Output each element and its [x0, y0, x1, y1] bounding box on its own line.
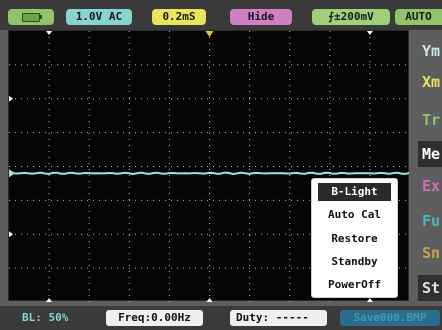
popup-item-standby[interactable]: Standby	[331, 255, 378, 268]
left-tick-marker	[9, 231, 13, 238]
bottom-bar: BL: 50% Freq:0.00Hz Duty: ----- Save000.…	[0, 306, 442, 330]
battery-icon	[8, 9, 54, 25]
top-tick-marker	[366, 31, 373, 35]
popup-item-restore[interactable]: Restore	[331, 232, 378, 245]
hide-button[interactable]: Hide	[230, 9, 292, 25]
duty-readout: Duty: -----	[230, 310, 327, 326]
top-tick-marker	[46, 31, 53, 35]
backlight-readout: BL: 50%	[22, 311, 69, 324]
channel-coupling-button[interactable]: 1.0V AC	[66, 9, 132, 25]
side-menu-item-st[interactable]: St	[418, 275, 442, 301]
trigger-position-marker	[205, 31, 214, 37]
trigger-button[interactable]: ⨍±200mV	[312, 9, 390, 25]
popup-item-poweroff[interactable]: PowerOff	[328, 278, 381, 291]
waveform-grid	[9, 31, 410, 302]
frequency-readout: Freq:0.00Hz	[106, 310, 203, 326]
waveform-trace	[9, 171, 410, 175]
side-menu-item-me[interactable]: Me	[418, 141, 442, 167]
settings-popup-menu: B-Light Auto Cal Restore Standby PowerOff	[311, 178, 398, 298]
mode-button[interactable]: AUTO	[395, 9, 442, 25]
timebase-button[interactable]: 0.2mS	[152, 9, 206, 25]
bottom-tick-marker	[46, 298, 53, 302]
side-menu-item-sn[interactable]: Sn	[422, 244, 441, 262]
bottom-tick-marker	[206, 298, 213, 302]
save-bmp-button[interactable]: Save000.BMP	[340, 310, 440, 326]
trigger-level: ±200mV	[333, 10, 374, 23]
popup-item-auto-cal[interactable]: Auto Cal	[328, 208, 381, 221]
left-tick-marker	[9, 95, 13, 102]
battery-body	[22, 13, 40, 22]
battery-tip	[40, 15, 42, 19]
rising-edge-icon: ⨍	[328, 10, 334, 23]
side-menu-item-ym[interactable]: Ym	[422, 42, 441, 60]
status-bar: 1.0V AC 0.2mS Hide ⨍±200mV AUTO	[0, 0, 442, 30]
side-menu-item-fu[interactable]: Fu	[422, 212, 441, 230]
popup-item-b-light[interactable]: B-Light	[318, 183, 391, 201]
side-menu-item-ex[interactable]: Ex	[422, 177, 441, 195]
bottom-tick-marker	[366, 298, 373, 302]
side-menu-item-xm[interactable]: Xm	[422, 73, 441, 91]
side-menu-item-tr[interactable]: Tr	[422, 111, 441, 129]
